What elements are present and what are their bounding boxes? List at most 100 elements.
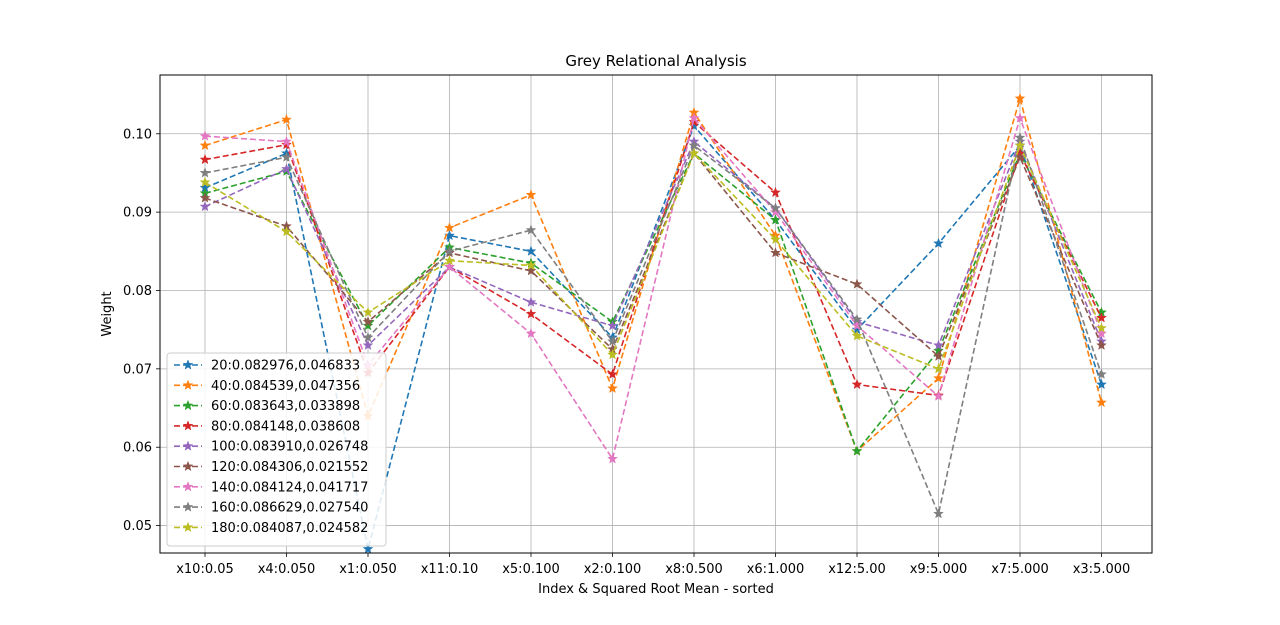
legend-swatch-marker [182, 420, 194, 431]
y-tick-label: 0.10 [123, 127, 152, 142]
data-point [851, 320, 863, 331]
data-point [1096, 368, 1107, 379]
y-tick-label: 0.09 [123, 206, 152, 221]
legend-item: 120:0.084306,0.021552 [174, 460, 368, 475]
legend-swatch-marker [182, 399, 194, 411]
series-group [199, 112, 1107, 464]
data-point [199, 167, 211, 178]
y-tick-label: 0.08 [123, 284, 152, 299]
data-point [851, 278, 863, 289]
x-tick-label: x8:0.500 [665, 562, 723, 577]
legend-swatch-marker [182, 440, 194, 451]
data-point [607, 368, 618, 379]
series-group [199, 139, 1107, 374]
data-point [444, 245, 455, 256]
legend: 20:0.082976,0.046833 40:0.084539,0.047356… [166, 352, 387, 547]
data-point [1096, 327, 1107, 339]
legend-swatch-marker [182, 379, 194, 390]
data-point [1096, 339, 1107, 350]
data-point [281, 139, 292, 150]
data-point [281, 113, 292, 125]
data-point [362, 320, 374, 331]
legend-label: 60:0.083643,0.033898 [211, 399, 360, 414]
data-point [444, 261, 455, 272]
data-point [444, 229, 455, 241]
data-point [362, 339, 374, 350]
data-point [770, 202, 781, 213]
data-point [362, 306, 374, 318]
x-tick-label: x9:5.000 [910, 562, 968, 577]
data-point [851, 330, 863, 341]
data-point [281, 163, 292, 174]
data-point [607, 335, 618, 347]
data-point [1096, 312, 1107, 323]
legend-item: 60:0.083643,0.033898 [174, 399, 360, 414]
data-point [770, 247, 781, 258]
data-point [199, 176, 211, 187]
data-point [933, 237, 944, 249]
data-point [525, 245, 537, 256]
x-tick-label: x5:0.100 [502, 562, 560, 577]
plot-frame [159, 74, 1153, 554]
y-tick-label: 0.05 [123, 519, 152, 534]
legend-item: 80:0.084148,0.038608 [174, 419, 360, 434]
x-tick-label: x4:0.050 [258, 562, 316, 577]
legend-swatch-marker [182, 481, 194, 492]
x-tick-label: x12:5.00 [828, 562, 886, 577]
y-axis-label: Weight [100, 291, 115, 336]
data-point [933, 363, 944, 374]
data-point [607, 453, 618, 464]
legend-box [166, 352, 387, 547]
data-point [933, 372, 944, 383]
legend-swatch-marker [182, 359, 194, 370]
x-tick-label: x1:0.050 [339, 562, 397, 577]
series-line [204, 120, 1103, 397]
data-point [607, 349, 618, 360]
legend-item: 40:0.084539,0.047356 [174, 379, 360, 394]
data-point [770, 186, 781, 198]
data-point [688, 139, 700, 151]
data-point [525, 265, 537, 276]
data-point [770, 206, 781, 217]
legend-item: 20:0.082976,0.046833 [174, 359, 360, 374]
series-line [204, 139, 1103, 347]
x-tick-label: x3:5.000 [1073, 562, 1131, 577]
data-point [525, 327, 537, 339]
legend-label: 40:0.084539,0.047356 [211, 379, 360, 394]
grid [160, 75, 1152, 553]
data-point [851, 445, 863, 456]
data-point [281, 226, 292, 237]
data-point [1014, 92, 1026, 104]
x-axis-label: Index & Squared Root Mean - sorted [538, 582, 774, 597]
legend-item: 180:0.084087,0.024582 [174, 521, 368, 536]
legend-label: 120:0.084306,0.021552 [211, 460, 368, 475]
data-point [362, 543, 374, 554]
data-point [525, 224, 537, 235]
legend-label: 140:0.084124,0.041717 [211, 480, 368, 495]
data-point [444, 254, 455, 266]
legend-label: 80:0.084148,0.038608 [211, 419, 360, 434]
y-axis: 0.05 0.06 0.07 0.08 0.09 0.10 [123, 127, 160, 534]
legend-label: 100:0.083910,0.026748 [211, 440, 368, 455]
data-point [281, 151, 292, 162]
data-point [281, 135, 292, 147]
y-tick-label: 0.06 [123, 441, 152, 456]
data-point [607, 320, 618, 331]
data-point [851, 313, 863, 325]
legend-label: 20:0.082976,0.046833 [211, 359, 360, 374]
data-point [444, 222, 455, 233]
legend-item: 160:0.086629,0.027540 [174, 501, 368, 516]
data-point [770, 233, 781, 245]
data-point [362, 316, 374, 327]
data-point [362, 331, 374, 343]
legend-label: 180:0.084087,0.024582 [211, 521, 368, 536]
legend-swatch-marker [182, 521, 194, 533]
data-point [688, 112, 700, 123]
data-point [525, 189, 537, 200]
legend-label: 160:0.086629,0.027540 [211, 501, 368, 516]
data-point [933, 339, 944, 350]
data-point [933, 508, 944, 519]
data-point [199, 192, 211, 203]
